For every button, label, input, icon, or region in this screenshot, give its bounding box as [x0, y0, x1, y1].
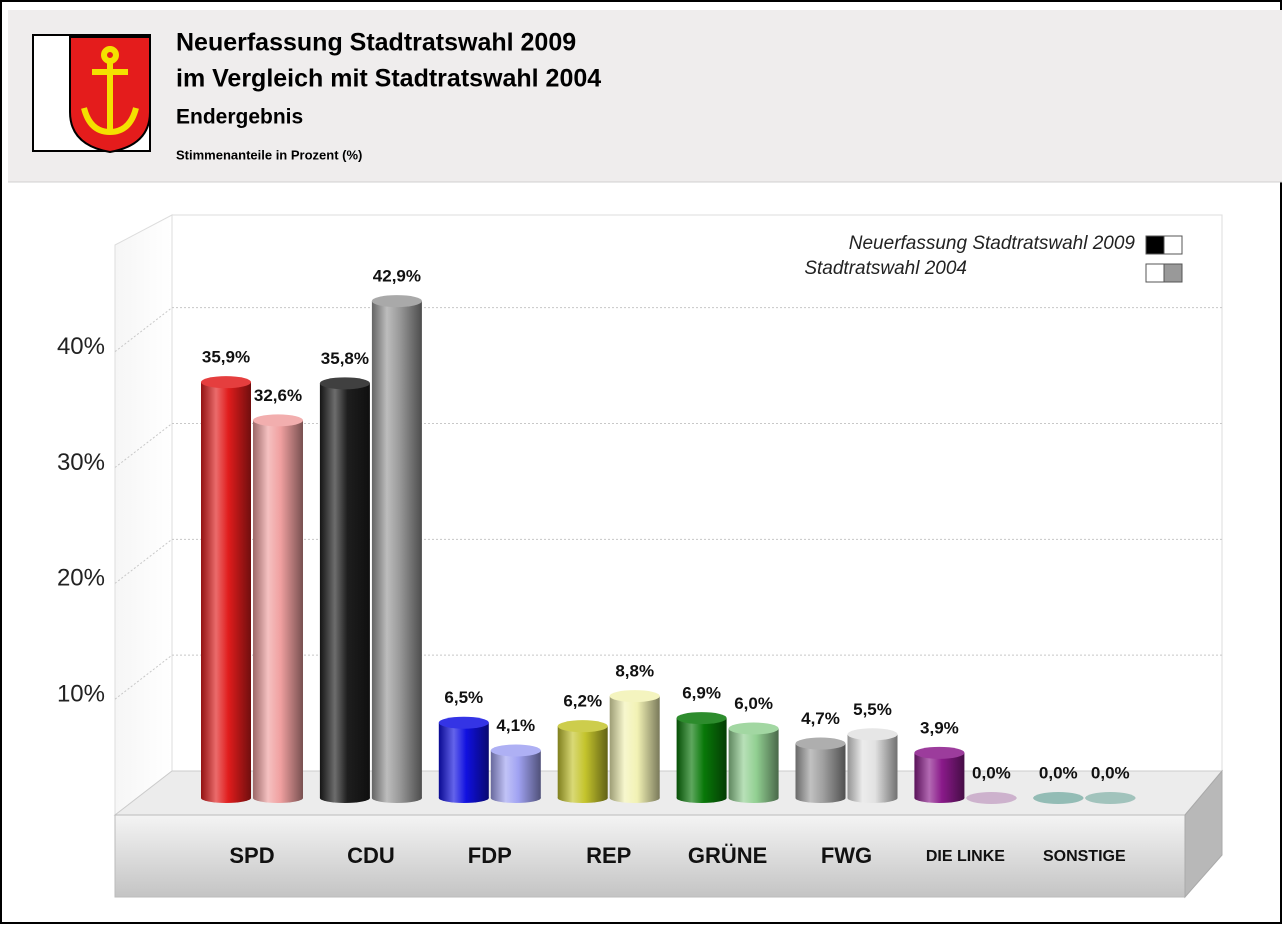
bar [609, 696, 660, 798]
legend-label: Neuerfassung Stadtratswahl 2009 [849, 233, 1136, 254]
bar [795, 743, 846, 798]
title-line: Neuerfassung Stadtratswahl 2009 [176, 29, 576, 57]
base-front [114, 814, 1186, 898]
bar-top [1033, 792, 1084, 804]
bar [371, 301, 422, 798]
x-tick-label: CDU [347, 843, 395, 868]
data-label: 0,0% [972, 763, 1011, 782]
bar [676, 718, 727, 798]
y-tick-label: 20% [57, 565, 105, 592]
x-tick-label: FDP [468, 843, 512, 868]
grid-line [114, 538, 173, 584]
bar [201, 382, 251, 798]
bar [728, 728, 779, 798]
bar-top [728, 722, 779, 735]
bar-top [914, 746, 965, 759]
bar [490, 750, 541, 798]
y-tick-label: 40% [57, 333, 105, 360]
legend-label: Stadtratswahl 2004 [804, 258, 967, 279]
bar-top [966, 792, 1017, 804]
x-tick-label: DIE LINKE [926, 848, 1005, 865]
data-label: 35,8% [321, 349, 369, 368]
x-tick-label: GRÜNE [688, 843, 767, 868]
data-label: 0,0% [1091, 763, 1130, 782]
title-line: im Vergleich mit Stadtratswahl 2004 [176, 65, 601, 93]
bar-top [676, 712, 727, 725]
bar-top [438, 716, 489, 729]
data-label: 32,6% [254, 386, 302, 405]
x-tick-label: SPD [229, 843, 274, 868]
grid-line [114, 307, 173, 353]
bar-top [1085, 792, 1136, 804]
bar-top [795, 737, 846, 750]
bar [847, 734, 898, 798]
bar-top [490, 744, 541, 757]
bar [319, 383, 370, 798]
bar-top [253, 414, 303, 427]
grid-line [114, 654, 173, 700]
data-label: 6,5% [444, 688, 483, 707]
y-tick-label: 30% [57, 449, 105, 476]
bar [253, 420, 303, 798]
data-label: 0,0% [1039, 763, 1078, 782]
legend: Neuerfassung Stadtratswahl 2009 Stadtrat… [804, 233, 1183, 283]
bar [914, 752, 965, 798]
y-tick-label: 10% [57, 681, 105, 708]
x-tick-label: FWG [821, 843, 872, 868]
subtitle: Endergebnis [176, 106, 303, 129]
data-label: 3,9% [920, 718, 959, 737]
x-tick-label: SONSTIGE [1043, 848, 1126, 865]
bar-top [201, 376, 251, 389]
data-label: 6,9% [682, 684, 721, 703]
data-label: 6,0% [734, 694, 773, 713]
bar-top [557, 720, 608, 733]
data-label: 5,5% [853, 700, 892, 719]
data-label: 42,9% [373, 267, 421, 286]
x-tick-label: REP [586, 843, 631, 868]
base-side [1184, 769, 1223, 899]
data-label: 8,8% [615, 662, 654, 681]
y-axis-label: Stimmenanteile in Prozent (%) [176, 147, 362, 162]
bar-top [371, 295, 422, 308]
bar-top [847, 728, 898, 741]
logo [32, 34, 151, 154]
side-wall [114, 214, 173, 817]
data-label: 4,7% [801, 709, 840, 728]
data-label: 6,2% [563, 692, 602, 711]
bar [438, 722, 489, 798]
bar-top [609, 690, 660, 703]
bar-top [319, 377, 370, 390]
data-label: 35,9% [202, 348, 250, 367]
grid-line [114, 423, 173, 468]
header [8, 10, 1282, 182]
bar [557, 726, 608, 798]
data-label: 4,1% [496, 716, 535, 735]
